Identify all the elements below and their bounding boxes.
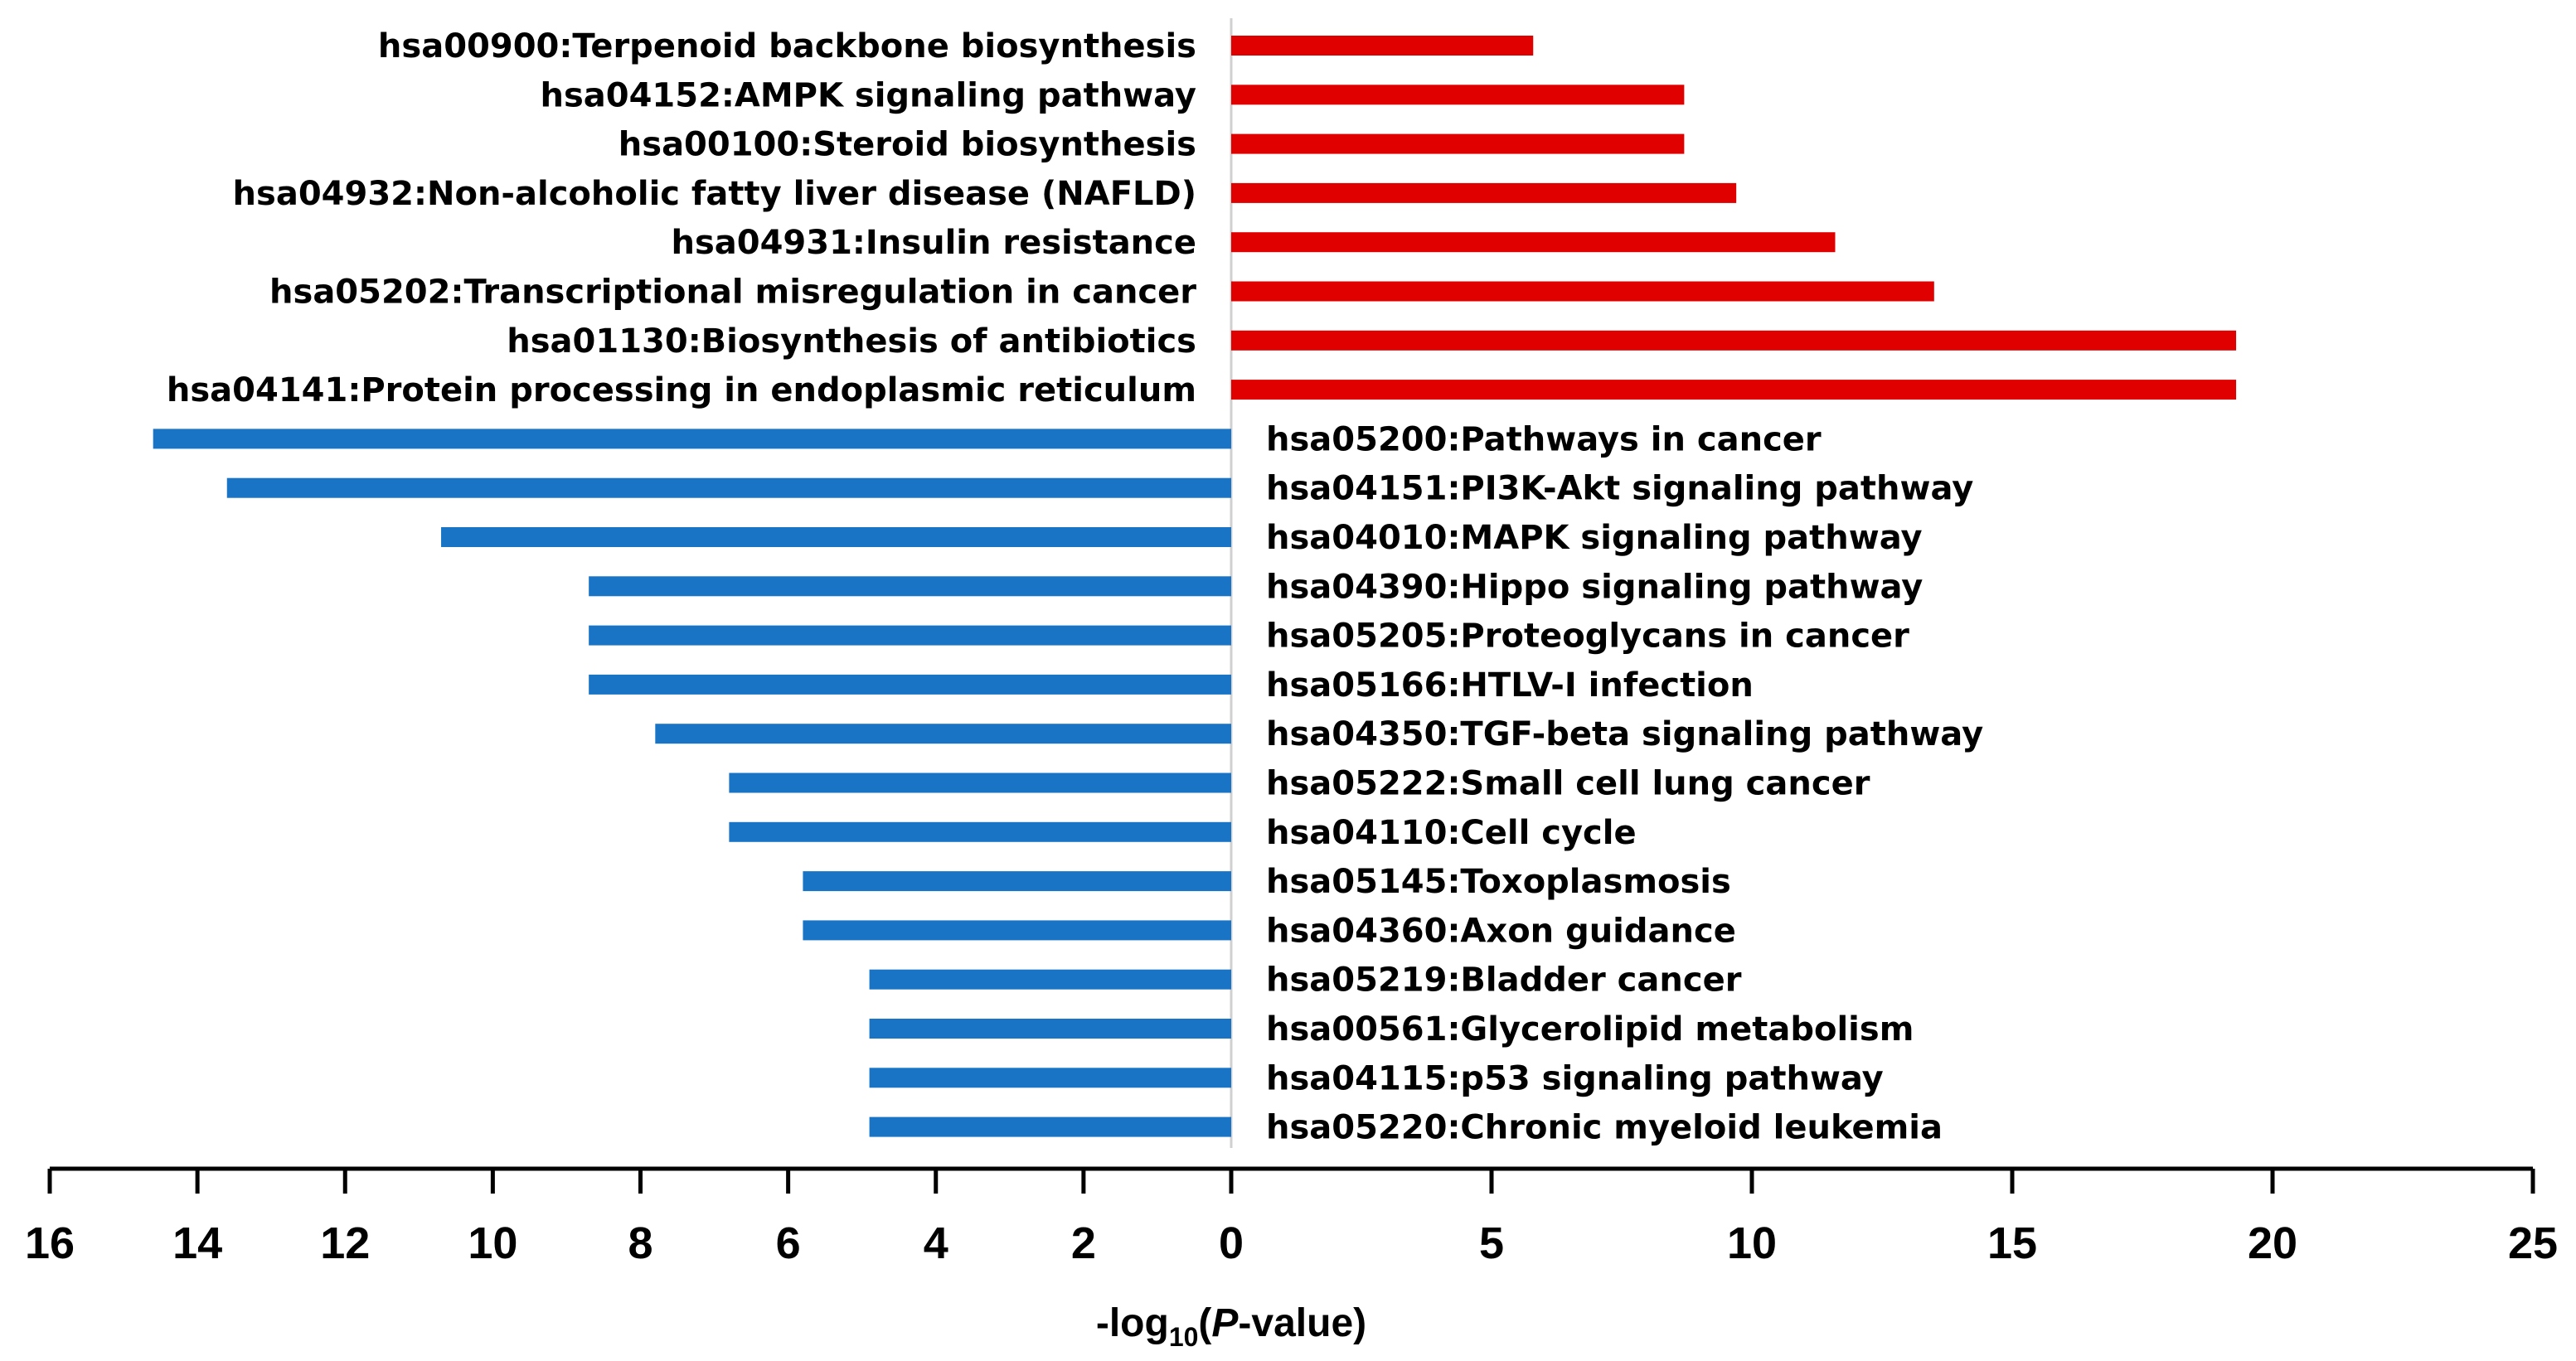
x-axis: 16 14 12 10 8 6 4 2 0 5 10 15 20 25	[25, 1166, 2558, 1268]
bar-left	[869, 1116, 1231, 1137]
category-label: hsa04010:MAPK signaling pathway	[1266, 519, 1923, 557]
bar-left	[153, 429, 1231, 449]
bar-left	[729, 773, 1231, 793]
category-label: hsa04115:p53 signaling pathway	[1266, 1059, 1884, 1097]
bar-right	[1231, 85, 1685, 105]
bar-left	[589, 674, 1231, 695]
bar-right	[1231, 133, 1685, 154]
x-tick-label: 15	[1987, 1218, 2037, 1268]
bar-left	[729, 821, 1231, 842]
category-label: hsa00900:Terpenoid backbone biosynthesis	[378, 27, 1196, 65]
category-label: hsa04360:Axon guidance	[1266, 912, 1736, 950]
category-label: hsa04932:Non-alcoholic fatty liver disea…	[233, 175, 1196, 213]
bar-left	[869, 1019, 1231, 1039]
bar-right	[1231, 232, 1836, 253]
bar-left	[869, 1068, 1231, 1088]
category-label: hsa04151:PI3K-Akt signaling pathway	[1266, 470, 1973, 508]
category-label: hsa05145:Toxoplasmosis	[1266, 863, 1731, 901]
bar-right	[1231, 182, 1737, 203]
bar-left	[655, 724, 1231, 744]
x-tick-label: 10	[1727, 1218, 1777, 1268]
category-labels-group: hsa00900:Terpenoid backbone biosynthesis…	[167, 27, 1983, 1147]
x-tick-label: 25	[2508, 1218, 2558, 1268]
category-label: hsa04931:Insulin resistance	[671, 224, 1196, 262]
x-tick-label: 20	[2248, 1218, 2297, 1268]
category-label: hsa05166:HTLV-I infection	[1266, 666, 1754, 705]
bar-right	[1231, 36, 1534, 56]
x-tick-label: 5	[1479, 1218, 1504, 1268]
bar-left	[589, 625, 1231, 646]
x-tick-label: 12	[320, 1218, 370, 1268]
x-tick-label: 0	[1219, 1218, 1244, 1268]
category-label: hsa04350:TGF-beta signaling pathway	[1266, 715, 1983, 753]
category-label: hsa05205:Proteoglycans in cancer	[1266, 618, 1909, 656]
category-label: hsa05220:Chronic myeloid leukemia	[1266, 1109, 1943, 1147]
bar-left	[441, 527, 1231, 547]
bar-right	[1231, 380, 2237, 400]
x-tick-label: 4	[924, 1218, 948, 1268]
bar-left	[589, 576, 1231, 597]
x-tick-label: 2	[1071, 1218, 1096, 1268]
bar-left	[803, 920, 1231, 941]
bar-right	[1231, 281, 1934, 302]
x-tick-label: 8	[628, 1218, 652, 1268]
x-tick-label: 14	[172, 1218, 222, 1268]
category-label: hsa05202:Transcriptional misregulation i…	[269, 274, 1196, 312]
category-label: hsa05219:Bladder cancer	[1266, 961, 1742, 1000]
category-label: hsa05200:Pathways in cancer	[1266, 420, 1822, 458]
bar-left	[226, 477, 1231, 498]
x-axis-title: -log10(P-value)	[1096, 1301, 1366, 1352]
category-label: hsa05222:Small cell lung cancer	[1266, 765, 1870, 803]
bar-left	[869, 969, 1231, 990]
x-tick-label: 16	[25, 1218, 75, 1268]
category-label: hsa04390:Hippo signaling pathway	[1266, 568, 1923, 606]
category-label: hsa04141:Protein processing in endoplasm…	[167, 371, 1196, 409]
bar-left	[803, 871, 1231, 892]
x-tick-label: 6	[776, 1218, 801, 1268]
x-tick-label: 10	[468, 1218, 517, 1268]
category-label: hsa04110:Cell cycle	[1266, 814, 1637, 852]
bars-group	[153, 36, 2237, 1137]
category-label: hsa00561:Glycerolipid metabolism	[1266, 1010, 1914, 1049]
bar-right	[1231, 330, 2237, 351]
category-label: hsa04152:AMPK signaling pathway	[540, 76, 1196, 114]
category-label: hsa00100:Steroid biosynthesis	[619, 126, 1196, 164]
category-label: hsa01130:Biosynthesis of antibiotics	[507, 322, 1196, 361]
